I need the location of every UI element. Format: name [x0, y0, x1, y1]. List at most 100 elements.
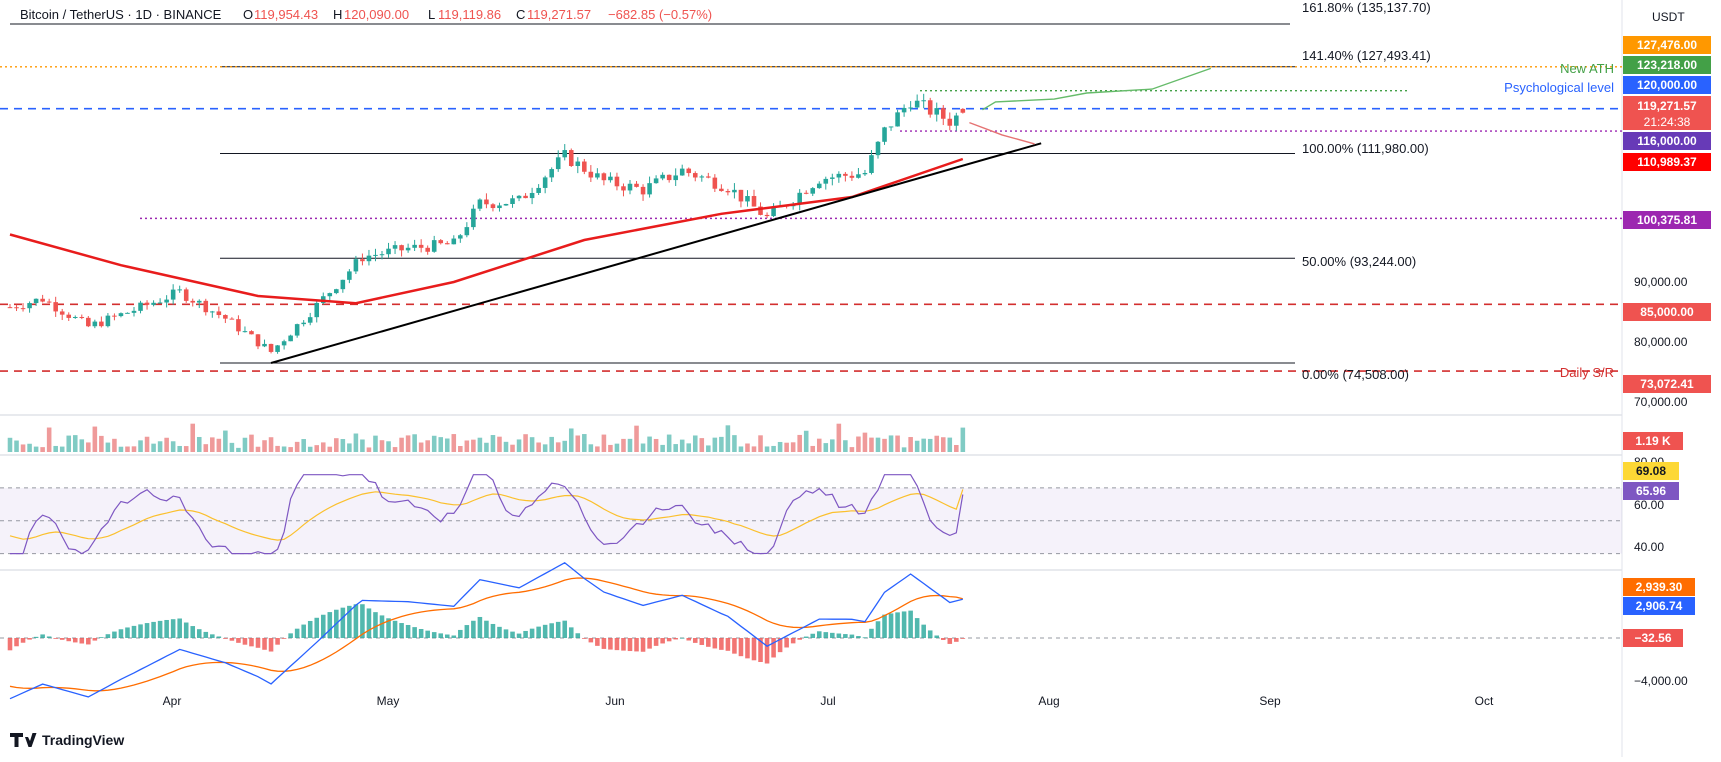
macd-histogram-bar	[927, 630, 933, 638]
candle-body	[131, 310, 137, 313]
volume-bar	[621, 438, 626, 452]
macd-histogram-bar	[451, 635, 457, 638]
candle-body	[503, 203, 509, 206]
macd-histogram-bar	[131, 625, 137, 638]
currency-label[interactable]: USDT	[1652, 10, 1685, 24]
candle-body	[725, 191, 731, 193]
volume-bar	[921, 438, 926, 452]
svg-text:116,000.00: 116,000.00	[1637, 134, 1697, 148]
candle-body	[216, 311, 222, 316]
macd-histogram-bar	[562, 620, 568, 638]
volume-bar	[523, 434, 528, 452]
volume-bar	[138, 440, 143, 452]
volume-bar	[72, 435, 78, 452]
candle-body	[464, 227, 470, 236]
x-label-jul: Jul	[820, 694, 835, 708]
candle-body	[595, 173, 600, 178]
candle-body	[99, 321, 104, 327]
candle-body	[895, 112, 900, 127]
candle-body	[764, 214, 770, 217]
macd-histogram-bar	[458, 629, 463, 638]
svg-text:127,476.00: 127,476.00	[1637, 38, 1697, 52]
volume-bar	[444, 438, 450, 452]
candle-body	[262, 343, 267, 347]
macd-histogram-bar	[914, 618, 920, 638]
badge-macd-signal: 2,939.30	[1623, 578, 1695, 596]
volume-bar	[888, 435, 894, 452]
volume-bar	[484, 442, 489, 452]
volume-bar	[784, 442, 789, 452]
brand-name: TradingView	[42, 732, 124, 748]
badge-85000: 85,000.00	[1623, 303, 1711, 321]
svg-text:2,906.74: 2,906.74	[1636, 599, 1683, 613]
candle-body	[183, 289, 189, 301]
candle-body	[33, 298, 39, 304]
volume-bar	[399, 437, 404, 452]
volume-bar	[764, 446, 770, 452]
volume-bar	[196, 436, 202, 452]
candle-body	[732, 189, 737, 193]
macd-histogram-bar	[706, 638, 711, 647]
volume-bar	[875, 437, 881, 452]
macd-histogram-bar	[836, 633, 842, 638]
svg-text:69.08: 69.08	[1636, 464, 1666, 478]
candle-body	[210, 311, 215, 313]
macd-histogram-bar	[444, 634, 450, 638]
macd-histogram-bar	[196, 629, 202, 638]
candle-body	[529, 192, 535, 199]
volume-bar	[281, 446, 287, 452]
macd-histogram-bar	[575, 633, 581, 638]
candle-body	[582, 161, 587, 172]
candle-body	[157, 302, 163, 304]
volume-bar	[151, 443, 156, 452]
volume-bar	[379, 440, 385, 452]
macd-histogram-bar	[634, 638, 639, 652]
macd-histogram-bar	[353, 604, 359, 638]
candle-body	[458, 235, 463, 239]
candle-body	[379, 254, 385, 256]
macd-histogram-bar	[595, 638, 600, 646]
badge-116000: 116,000.00	[1623, 132, 1711, 150]
candle-body	[830, 177, 835, 179]
macd-histogram-bar	[647, 638, 652, 649]
macd-histogram-bar	[921, 624, 926, 638]
candle-body	[59, 311, 65, 315]
volume-bar	[275, 445, 280, 452]
macd-histogram-bar	[138, 624, 143, 638]
volume-bar	[14, 440, 19, 452]
macd-histogram-bar	[542, 624, 548, 638]
macd-histogram-bar	[20, 638, 26, 643]
macd-histogram-bar	[725, 638, 731, 651]
volume-bar	[823, 443, 829, 452]
candle-body	[392, 245, 398, 249]
macd-histogram-bar	[360, 604, 365, 638]
candle-body	[196, 300, 202, 303]
volume-bar	[327, 446, 333, 452]
volume-bar	[66, 435, 72, 452]
volume-bar	[510, 444, 515, 452]
macd-histogram-bar	[366, 608, 372, 638]
volume-bar	[288, 447, 293, 452]
x-label-oct: Oct	[1475, 694, 1494, 708]
tradingview-logo[interactable]: TradingView	[10, 732, 124, 748]
candle-body	[138, 302, 143, 311]
volume-bar	[340, 439, 346, 452]
candle-body	[738, 189, 744, 202]
volume-bar	[732, 435, 737, 452]
volume-bar	[112, 438, 117, 452]
volume-bar	[471, 439, 476, 452]
macd-histogram-bar	[940, 638, 946, 640]
candle-body	[771, 207, 776, 217]
macd-histogram-bar	[738, 638, 744, 657]
svg-text:−32.56: −32.56	[1634, 631, 1671, 645]
macd-histogram-bar	[529, 628, 535, 638]
volume-bar	[131, 446, 137, 452]
badge-123218: 123,218.00	[1623, 56, 1711, 74]
macd-histogram-bar	[14, 638, 19, 647]
volume-bar	[53, 445, 58, 452]
macd-histogram-bar	[719, 638, 724, 650]
candle-body	[666, 174, 672, 181]
macd-histogram-bar	[40, 634, 45, 638]
